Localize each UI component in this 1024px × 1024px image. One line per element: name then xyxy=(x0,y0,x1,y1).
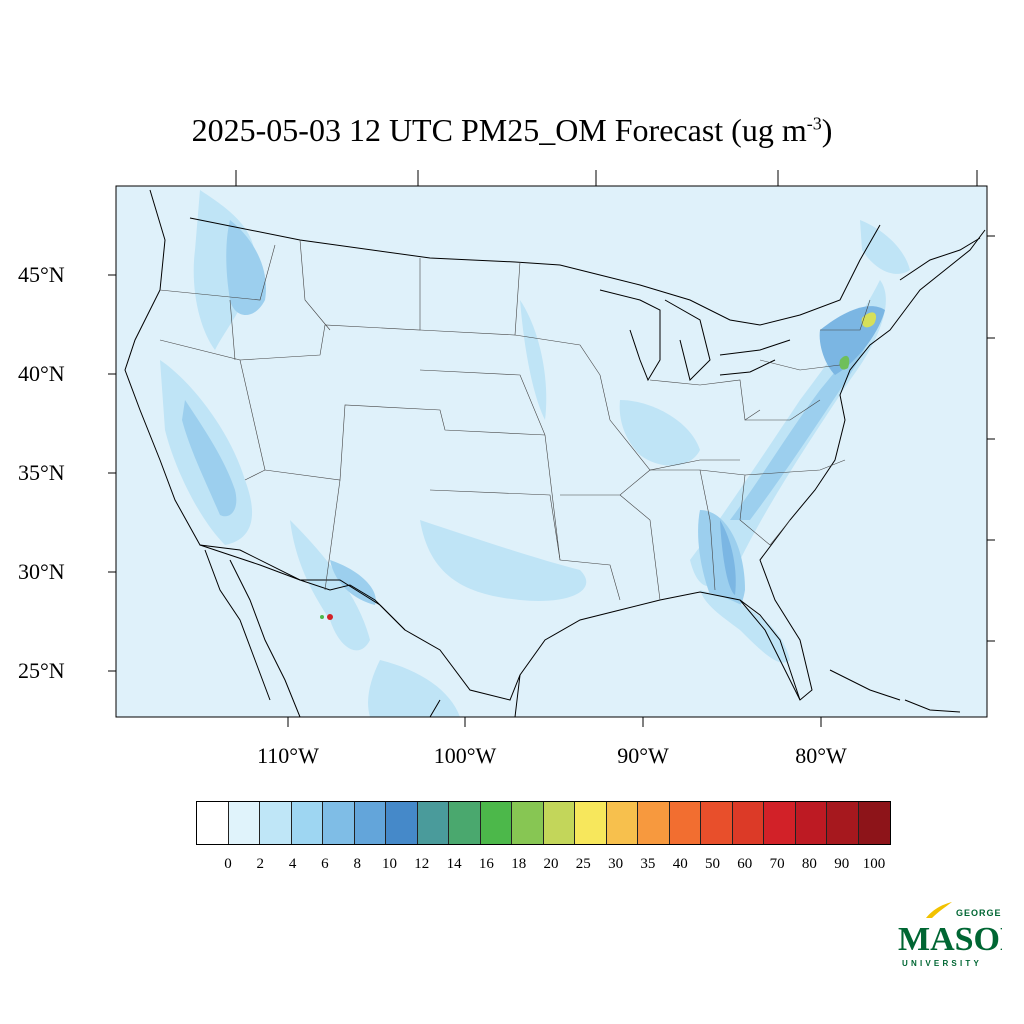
lat-label-25: 25°N xyxy=(18,658,65,683)
hotspot-mexico-2 xyxy=(320,615,324,619)
lon-label-110: 110°W xyxy=(257,743,319,768)
plume-new-england xyxy=(860,220,910,274)
colorbar xyxy=(196,801,891,845)
colorbar-swatch xyxy=(858,802,890,844)
colorbar-tick-label: 25 xyxy=(575,856,591,872)
logo-mason: MASON xyxy=(898,921,1002,958)
colorbar-swatch xyxy=(228,802,260,844)
plume-georgia-core xyxy=(720,520,736,595)
plume-ohio-valley xyxy=(619,400,700,466)
colorbar-swatch xyxy=(795,802,827,844)
great-lakes xyxy=(599,289,791,382)
plume-florida xyxy=(700,590,790,663)
colorbar-tick-label: 60 xyxy=(737,856,753,872)
lat-label-30: 30°N xyxy=(18,559,65,584)
plume-sierra xyxy=(182,400,237,517)
colorbar-tick-label: 40 xyxy=(672,856,688,872)
colorbar-tick-label: 2 xyxy=(256,856,265,872)
nova-scotia xyxy=(899,237,981,281)
us-outline xyxy=(124,189,986,701)
hotspot-boston xyxy=(861,312,877,328)
lat-label-40: 40°N xyxy=(18,361,65,386)
state-lines xyxy=(159,239,871,601)
hotspot-mexico xyxy=(327,614,333,620)
colorbar-tick-label: 90 xyxy=(834,856,850,872)
plume-idaho xyxy=(226,220,266,315)
colorbar-tick-label: 6 xyxy=(321,856,329,872)
colorbar-swatch xyxy=(323,802,355,844)
colorbar-tick-label: 80 xyxy=(801,856,817,872)
colorbar-swatch xyxy=(386,802,418,844)
mexico-border xyxy=(199,544,406,631)
colorbar-tick-label: 35 xyxy=(640,856,656,872)
colorbar-swatch xyxy=(291,802,323,844)
axis-ticks xyxy=(108,170,995,727)
logo-university: UNIVERSITY xyxy=(902,959,982,968)
hotspot-nyc xyxy=(839,355,850,370)
plume-texas xyxy=(420,520,587,601)
map-frame xyxy=(115,185,988,718)
colorbar-swatch xyxy=(669,802,701,844)
colorbar-tick-label: 30 xyxy=(608,856,624,872)
colorbar-tick-label: 16 xyxy=(478,856,494,872)
lat-label-45: 45°N xyxy=(18,262,65,287)
colorbar-swatch xyxy=(575,802,607,844)
colorbar-tick-label: 8 xyxy=(353,856,361,872)
boundaries xyxy=(124,189,986,717)
lon-label-100: 100°W xyxy=(433,743,497,768)
colorbar-swatch xyxy=(732,802,764,844)
colorbar-tick-label: 100 xyxy=(862,856,886,872)
cuba xyxy=(829,669,961,713)
colorbar-swatch xyxy=(701,802,733,844)
baja xyxy=(204,549,301,717)
colorbar-tick-label: 12 xyxy=(414,856,430,872)
mexico-coast xyxy=(429,674,521,717)
canada-border xyxy=(189,217,881,326)
colorbar-swatch xyxy=(543,802,575,844)
colorbar-swatch xyxy=(417,802,449,844)
lon-label-90: 90°W xyxy=(617,743,669,768)
colorbar-swatch xyxy=(354,802,386,844)
plume-mexico-south xyxy=(368,660,460,717)
colorbar-tick-label: 50 xyxy=(705,856,720,872)
colorbar-tick-label: 20 xyxy=(543,856,559,872)
colorbar-tick-label: 70 xyxy=(769,856,785,872)
lon-label-80: 80°W xyxy=(795,743,847,768)
florida xyxy=(739,599,801,701)
colorbar-swatch xyxy=(764,802,796,844)
plume-plains xyxy=(520,300,547,420)
logo-george: GEORGE xyxy=(956,908,1002,918)
colorbar-swatch xyxy=(260,802,292,844)
concentration-field xyxy=(160,190,910,717)
lat-label-35: 35°N xyxy=(18,460,65,485)
colorbar-tick-label: 18 xyxy=(511,856,527,872)
map-title: 2025-05-03 12 UTC PM25_OM Forecast (ug m… xyxy=(191,112,833,148)
colorbar-swatch xyxy=(606,802,638,844)
colorbar-swatch xyxy=(638,802,670,844)
colorbar-swatch xyxy=(827,802,859,844)
colorbar-swatch xyxy=(197,802,229,844)
colorbar-tick-label: 0 xyxy=(224,856,232,872)
plume-appalachian-core xyxy=(730,320,871,520)
colorbar-swatch xyxy=(512,802,544,844)
colorbar-tick-label: 10 xyxy=(382,856,397,872)
gmu-logo: GEORGE MASON UNIVERSITY xyxy=(898,902,1002,968)
logo-swoosh xyxy=(926,902,952,918)
colorbar-tick-label: 14 xyxy=(446,856,462,872)
colorbar-tick-label: 4 xyxy=(288,856,297,872)
colorbar-swatch xyxy=(480,802,512,844)
plume-southwest xyxy=(290,520,370,651)
colorbar-swatch xyxy=(449,802,481,844)
